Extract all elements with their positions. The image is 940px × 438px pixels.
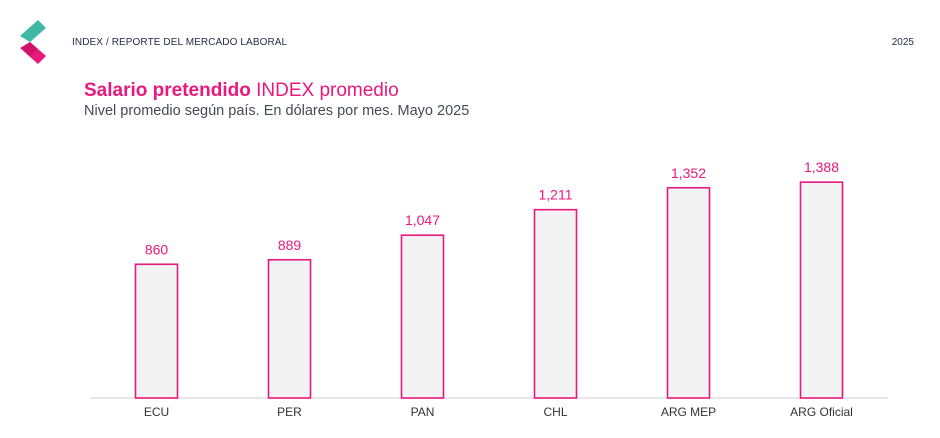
bar-per (267, 258, 312, 399)
bar-ecu (134, 263, 179, 399)
chart-title-rest: INDEX promedio (256, 80, 399, 101)
bar-value-label: 1,352 (671, 165, 706, 181)
category-label: ARG Oficial (790, 405, 853, 419)
bar-value-label: 889 (278, 237, 302, 253)
bar-value-label: 860 (145, 241, 169, 257)
bar-arg-mep (666, 186, 711, 399)
bar-pan (400, 234, 445, 399)
chart-subtitle: Nivel promedio según país. En dólares po… (84, 103, 470, 119)
bar-value-label: 1,211 (539, 187, 573, 203)
chart-title-bold: Salario pretendido (84, 80, 251, 101)
category-label: CHL (543, 405, 567, 419)
bar-chl (533, 208, 578, 399)
report-year: 2025 (891, 37, 914, 48)
category-label: PER (277, 405, 302, 419)
breadcrumb: INDEX / REPORTE DEL MERCADO LABORAL (72, 37, 288, 48)
bar-value-label: 1,388 (804, 159, 839, 175)
bar-arg-oficial (799, 181, 844, 399)
category-label: PAN (411, 405, 435, 419)
bar-value-label: 1,047 (405, 212, 440, 228)
index-logo-icon (20, 20, 46, 64)
chart-title: Salario pretendido INDEX promedio (84, 80, 399, 102)
category-label: ECU (144, 405, 169, 419)
category-label: ARG MEP (661, 405, 716, 419)
